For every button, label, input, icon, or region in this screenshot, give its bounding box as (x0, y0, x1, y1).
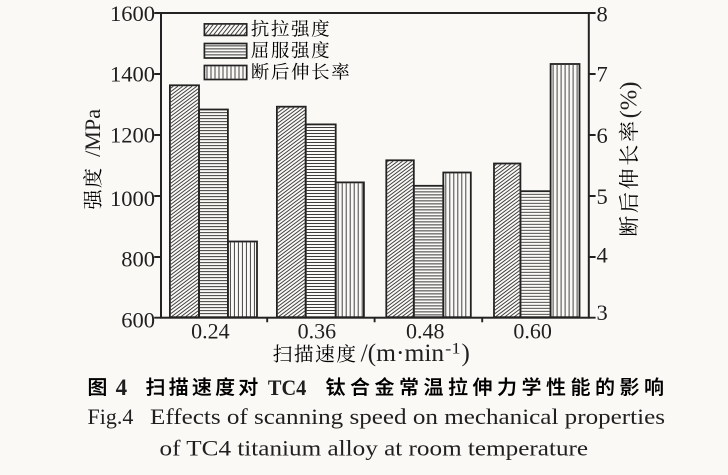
svg-text:0.24: 0.24 (191, 318, 230, 343)
svg-text:800: 800 (121, 247, 155, 272)
svg-text:600: 600 (121, 308, 155, 333)
svg-text:/MPa: /MPa (80, 109, 105, 157)
svg-text:3: 3 (597, 300, 608, 325)
svg-text:1000: 1000 (110, 186, 155, 211)
svg-text:Effects of scanning speed on m: Effects of scanning speed on mechanical … (150, 404, 665, 429)
svg-text:Fig.4: Fig.4 (88, 404, 134, 429)
svg-text:1600: 1600 (110, 1, 155, 26)
svg-text:6: 6 (597, 123, 608, 148)
svg-text:1400: 1400 (110, 62, 155, 87)
svg-text:/(m·min: /(m·min (361, 340, 445, 367)
svg-text:of TC4 titanium alloy at room: of TC4 titanium alloy at room temperatur… (160, 436, 589, 461)
svg-text:4: 4 (597, 242, 608, 267)
svg-text:0.36: 0.36 (298, 318, 337, 343)
svg-text:-1: -1 (445, 341, 460, 358)
svg-text:0.60: 0.60 (513, 318, 552, 343)
svg-text:5: 5 (597, 184, 608, 209)
svg-text:8: 8 (597, 1, 608, 26)
svg-text:4: 4 (116, 375, 128, 400)
svg-text:(%): (%) (616, 82, 643, 119)
svg-text:TC4: TC4 (268, 375, 306, 400)
svg-text:): ) (462, 340, 470, 367)
svg-text:0.48: 0.48 (406, 318, 445, 343)
svg-text:7: 7 (597, 62, 608, 87)
svg-text:1200: 1200 (110, 123, 155, 148)
